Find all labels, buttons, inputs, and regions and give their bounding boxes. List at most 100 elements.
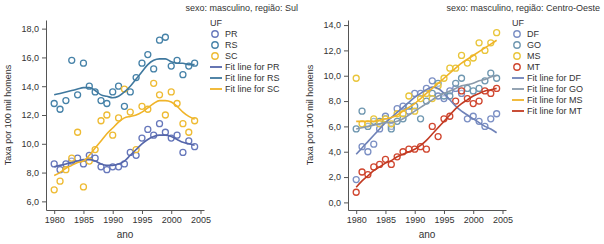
point [145,52,151,58]
x-tick-mark [113,210,114,214]
chart-title: sexo: masculino, região: Sul [185,3,298,13]
point [168,63,174,69]
point [104,100,110,106]
point [104,167,110,173]
point [353,177,359,183]
legend-label: SC [225,51,238,61]
y-axis-title: Taxa por 100 mil homens [305,64,315,165]
point [162,34,168,40]
point [151,66,157,72]
x-tick-label: 1985 [74,215,94,225]
point [157,37,163,43]
point [494,111,500,117]
x-tick-mark [83,210,84,214]
point [98,118,104,124]
legend-symbol [210,66,222,68]
y-tick-label: 14,0 [21,82,39,92]
x-tick-mark [385,210,386,214]
legend-title: UF [210,18,222,28]
legend-label: Fit line for SC [225,84,280,94]
y-tick: 10,0 [21,139,46,149]
point [406,93,412,99]
legend-item: PR [212,29,238,39]
y-tick: 6,0 [26,197,46,207]
legend-symbol [512,110,524,112]
x-axis: 198019851990199520002005 [347,210,513,225]
x-axis-line [349,210,507,211]
x-tick-label: 1995 [132,215,152,225]
point [353,75,359,81]
legend-item: SC [212,51,238,61]
legend-symbol [210,88,222,90]
y-tick-mark [344,126,348,127]
point [488,70,494,76]
x-axis: 198019851990199520002005 [45,210,211,225]
y-axis-line [348,21,349,211]
y-tick-mark [344,76,348,77]
y-tick: 10,0 [323,71,348,81]
point [371,141,377,147]
y-axis: 6,08,010,012,014,016,018,0 [21,21,46,211]
legend-label: MT [527,62,540,72]
x-tick: 1980 [347,210,367,225]
legend-symbol [512,88,524,90]
point [429,123,435,129]
x-tick-label: 1980 [45,215,65,225]
point [353,189,359,195]
point [121,103,127,109]
y-tick-mark [344,177,348,178]
x-tick: 1990 [405,210,425,225]
fit-line [54,135,194,167]
y-tick-label: 14,0 [323,20,341,30]
x-tick-label: 1990 [405,215,425,225]
point [429,78,435,84]
legend-label: DF [527,29,539,39]
legend-label: Fit line for MT [527,106,583,116]
point [110,132,116,138]
y-tick: 18,0 [21,24,46,34]
point [162,112,168,118]
legend-item: Fit line for MS [512,95,583,105]
x-tick-mark [502,210,503,214]
legend-symbol [512,77,524,79]
legend-item: Fit line for SC [210,84,280,94]
point [57,106,63,112]
point [151,80,157,86]
point [80,184,86,190]
x-tick: 2000 [464,210,484,225]
x-tick: 1995 [132,210,152,225]
x-tick-mark [473,210,474,214]
x-tick-mark [415,210,416,214]
legend-title: UF [512,18,524,28]
point [359,169,365,175]
series-points [353,70,499,132]
point [110,89,116,95]
legend-symbol [514,53,520,59]
x-tick-mark [200,210,201,214]
point [447,65,453,71]
y-tick-mark [42,144,46,145]
legend-symbol [212,53,218,59]
y-tick: 8,0 [26,168,46,178]
y-tick-label: 12,0 [21,110,39,120]
x-tick-label: 2005 [191,215,211,225]
y-tick-label: 2,0 [328,172,341,182]
point [51,187,57,193]
legend-symbol [514,31,520,37]
y-tick-mark [42,173,46,174]
series-points [51,34,197,112]
point [418,116,424,122]
legend-label: Fit line for GO [527,84,583,94]
y-tick-mark [344,50,348,51]
y-tick: 12,0 [323,46,348,56]
point [470,88,476,94]
y-axis-line [46,21,47,211]
point [459,52,465,58]
point [464,85,470,91]
point [476,85,482,91]
point [80,60,86,66]
y-axis-title: Taxa por 100 mil homens [3,64,13,165]
point [116,83,122,89]
legend-item: Fit line for RS [210,73,280,83]
y-tick: 14,0 [21,82,46,92]
